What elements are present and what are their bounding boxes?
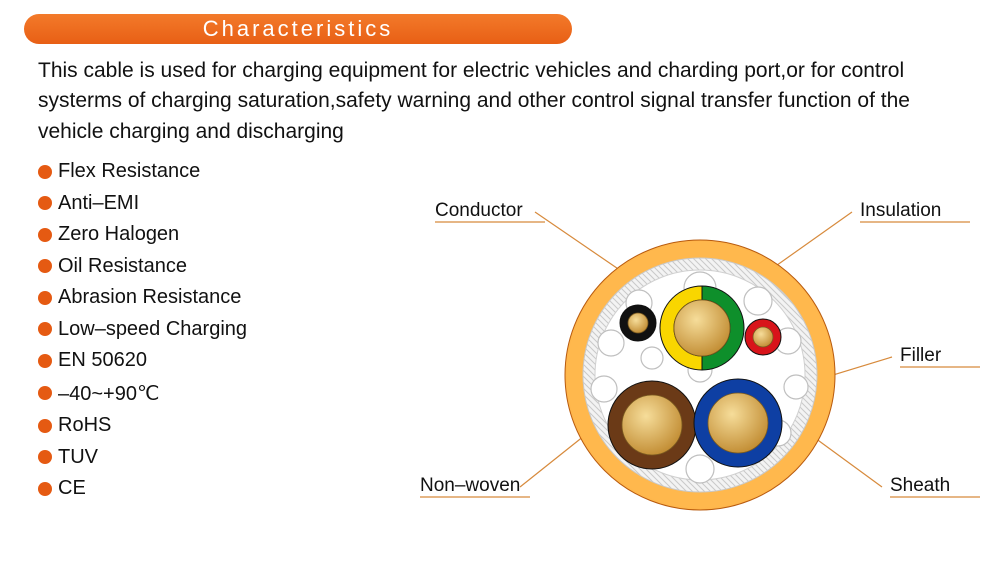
diagram-label: Insulation (860, 200, 941, 222)
bullet-dot-icon (38, 291, 52, 305)
bullet-label: RoHS (58, 414, 111, 437)
bullet-item: Abrasion Resistance (38, 286, 247, 309)
bullet-label: Low–speed Charging (58, 318, 247, 341)
section-title-text: Characteristics (203, 16, 393, 42)
cable-crosssection-diagram: Conductor Insulation Filler Non–woven Sheath (400, 175, 980, 555)
bullet-dot-icon (38, 322, 52, 336)
bullet-item: –40~+90℃ (38, 381, 247, 406)
bullet-item: Oil Resistance (38, 255, 247, 278)
diagram-label: Conductor (435, 200, 523, 222)
bullet-label: Anti–EMI (58, 192, 139, 215)
bullet-item: RoHS (38, 414, 247, 437)
bullet-label: Flex Resistance (58, 160, 200, 183)
bullet-item: TUV (38, 446, 247, 469)
description-text: This cable is used for charging equipmen… (38, 56, 958, 147)
bullet-item: Low–speed Charging (38, 318, 247, 341)
bullet-item: Anti–EMI (38, 192, 247, 215)
bullet-dot-icon (38, 165, 52, 179)
bullet-item: EN 50620 (38, 349, 247, 372)
diagram-label: Filler (900, 345, 941, 367)
bullet-list: Flex Resistance Anti–EMI Zero Halogen Oil R… (38, 160, 247, 509)
bullet-item: Flex Resistance (38, 160, 247, 183)
bullet-dot-icon (38, 482, 52, 496)
bullet-dot-icon (38, 419, 52, 433)
bullet-label: Zero Halogen (58, 223, 179, 246)
bullet-label: Oil Resistance (58, 255, 187, 278)
bullet-label: TUV (58, 446, 98, 469)
bullet-dot-icon (38, 386, 52, 400)
bullet-dot-icon (38, 259, 52, 273)
bullet-dot-icon (38, 228, 52, 242)
diagram-svg (400, 175, 980, 555)
section-title-bar: Characteristics (24, 14, 572, 44)
bullet-dot-icon (38, 450, 52, 464)
bullet-label: Abrasion Resistance (58, 286, 241, 309)
bullet-item: Zero Halogen (38, 223, 247, 246)
bullet-label: CE (58, 477, 86, 500)
bullet-dot-icon (38, 354, 52, 368)
bullet-dot-icon (38, 196, 52, 210)
bullet-label: EN 50620 (58, 349, 147, 372)
diagram-label: Sheath (890, 475, 950, 497)
bullet-item: CE (38, 477, 247, 500)
diagram-label: Non–woven (420, 475, 520, 497)
bullet-label: –40~+90℃ (58, 381, 159, 406)
